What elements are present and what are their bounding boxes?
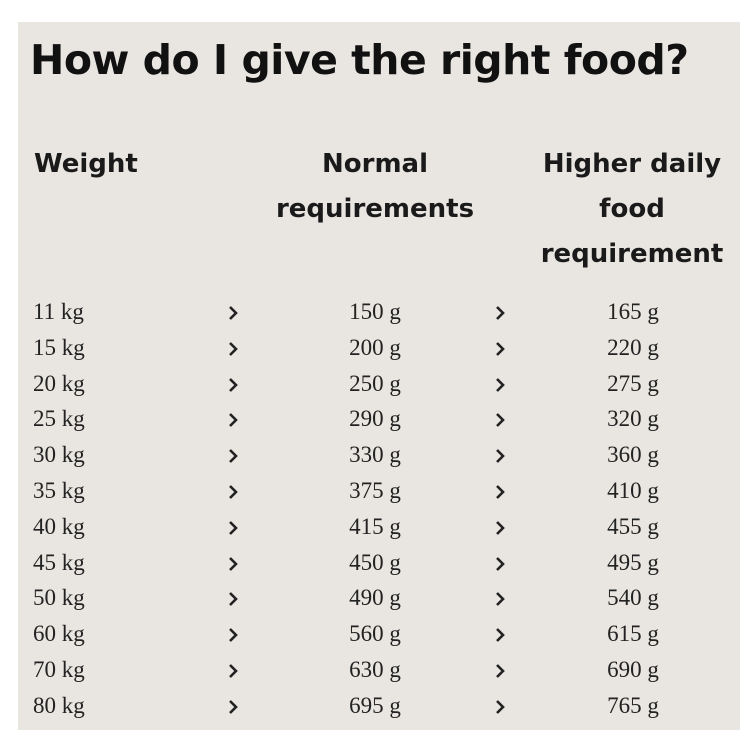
table-cell: 80 kg (33, 692, 85, 718)
table-cell: 40 kg (33, 513, 85, 539)
arrow-shape (229, 485, 238, 499)
arrow-icon (496, 592, 505, 607)
arrow-icon (496, 377, 505, 392)
table-cell: 200 g (349, 334, 401, 360)
table-cell: 495 g (607, 549, 659, 575)
table-cell: 490 g (349, 585, 401, 611)
arrow-shape (496, 628, 505, 643)
arrow-icon (229, 485, 238, 499)
panel: How do I give the right food? Weight Nor… (18, 22, 740, 730)
table-cell: 15 kg (33, 334, 85, 360)
table-cell: 70 kg (33, 657, 85, 682)
table-cell: 410 g (607, 478, 659, 503)
table-cell: 290 g (349, 406, 401, 432)
arrow-icon (496, 628, 505, 643)
table-cell: 60 kg (33, 621, 85, 647)
arrow-icon (229, 556, 238, 571)
arrow-shape (496, 556, 505, 571)
table-cell: 560 g (349, 621, 401, 647)
arrow-shape (496, 699, 505, 714)
arrow-icon (496, 485, 505, 499)
arrow-shape (496, 413, 505, 428)
column-header: Normal requirements (275, 149, 475, 224)
arrow-shape (229, 449, 238, 464)
table-cell: 220 g (607, 334, 659, 360)
arrow-icon (229, 699, 238, 714)
arrow-shape (496, 341, 505, 356)
arrow-shape (229, 628, 238, 643)
arrow-icon (229, 628, 238, 643)
table-cell: 250 g (349, 370, 401, 396)
table-cell: 765 g (607, 692, 659, 718)
arrow-shape (496, 592, 505, 607)
table-cell: 35 kg (33, 478, 85, 503)
table-cell: 165 g (607, 299, 659, 324)
table-cell: 615 g (607, 621, 659, 647)
table-cell: 275 g (607, 370, 659, 396)
arrow-shape (496, 377, 505, 392)
title: How do I give the right food? (30, 36, 689, 84)
arrow-icon (229, 449, 238, 464)
table-cell: 50 kg (33, 585, 85, 611)
arrow-icon (496, 556, 505, 571)
arrow-icon (229, 664, 238, 678)
table-cell: 20 kg (33, 370, 85, 396)
arrow-icon (496, 341, 505, 356)
arrow-icon (496, 520, 505, 535)
table-cell: 30 kg (33, 442, 85, 468)
arrow-shape (229, 413, 238, 428)
column-header: Higher daily food requirement (540, 149, 724, 269)
table-cell: 45 kg (33, 549, 85, 575)
arrow-shape (496, 485, 505, 499)
arrow-shape (496, 306, 505, 320)
table-cell: 540 g (607, 585, 659, 611)
table-cell: 360 g (607, 442, 659, 468)
table-cell: 695 g (349, 692, 401, 718)
arrow-shape (229, 592, 238, 607)
table-cell: 320 g (607, 406, 659, 432)
table-cell: 11 kg (33, 299, 84, 324)
arrow-icon (496, 449, 505, 464)
arrow-shape (229, 306, 238, 320)
arrow-icon (496, 413, 505, 428)
table-cell: 630 g (349, 657, 401, 682)
table-cell: 330 g (349, 442, 401, 468)
arrow-icon (229, 341, 238, 356)
table-cell: 25 kg (33, 406, 85, 432)
arrow-icon (496, 306, 505, 320)
arrow-icon (229, 377, 238, 392)
table-cell: 690 g (607, 657, 659, 682)
arrow-shape (496, 449, 505, 464)
table-cell: 415 g (349, 513, 401, 539)
column-header: Weight (34, 149, 138, 179)
table-cell: 455 g (607, 513, 659, 539)
arrow-icon (229, 306, 238, 320)
arrow-shape (229, 699, 238, 714)
arrow-icon (496, 664, 505, 678)
table-cell: 150 g (349, 299, 401, 324)
arrow-shape (229, 341, 238, 356)
arrow-shape (229, 664, 238, 678)
arrow-shape (229, 377, 238, 392)
table-cell: 375 g (349, 478, 401, 503)
arrow-icon (496, 699, 505, 714)
arrow-icon (229, 592, 238, 607)
arrow-shape (229, 520, 238, 535)
arrow-shape (229, 556, 238, 571)
table-cell: 450 g (349, 549, 401, 575)
arrow-shape (496, 520, 505, 535)
arrow-icon (229, 413, 238, 428)
arrow-shape (496, 664, 505, 678)
arrow-icon (229, 520, 238, 535)
